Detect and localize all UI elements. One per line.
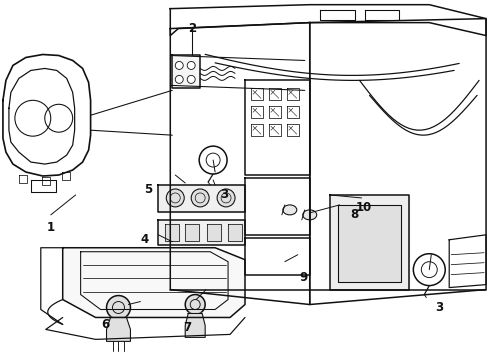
Text: 3: 3 [220, 188, 228, 202]
Polygon shape [337, 205, 401, 282]
Text: 1: 1 [46, 221, 55, 234]
Text: 6: 6 [101, 318, 109, 331]
Polygon shape [227, 224, 242, 241]
Polygon shape [106, 318, 130, 341]
Text: 7: 7 [183, 321, 191, 334]
Polygon shape [172, 55, 200, 88]
Circle shape [166, 189, 184, 207]
Polygon shape [329, 195, 408, 289]
Text: 8: 8 [350, 208, 358, 221]
Polygon shape [165, 224, 179, 241]
Circle shape [191, 189, 209, 207]
Polygon shape [207, 224, 221, 241]
Text: 9: 9 [299, 271, 307, 284]
Circle shape [187, 62, 195, 69]
Polygon shape [62, 248, 244, 318]
Ellipse shape [282, 205, 296, 215]
Circle shape [106, 296, 130, 319]
Circle shape [175, 75, 183, 84]
Polygon shape [185, 224, 199, 241]
Text: 2: 2 [188, 22, 196, 35]
Text: 4: 4 [140, 233, 148, 246]
Circle shape [185, 294, 205, 315]
Ellipse shape [302, 210, 316, 220]
Polygon shape [185, 314, 205, 337]
Circle shape [175, 62, 183, 69]
Text: 5: 5 [144, 184, 152, 197]
Polygon shape [158, 185, 244, 212]
Text: 10: 10 [355, 201, 371, 215]
Circle shape [187, 75, 195, 84]
Circle shape [217, 189, 235, 207]
Text: 3: 3 [434, 301, 443, 314]
Polygon shape [158, 220, 244, 245]
